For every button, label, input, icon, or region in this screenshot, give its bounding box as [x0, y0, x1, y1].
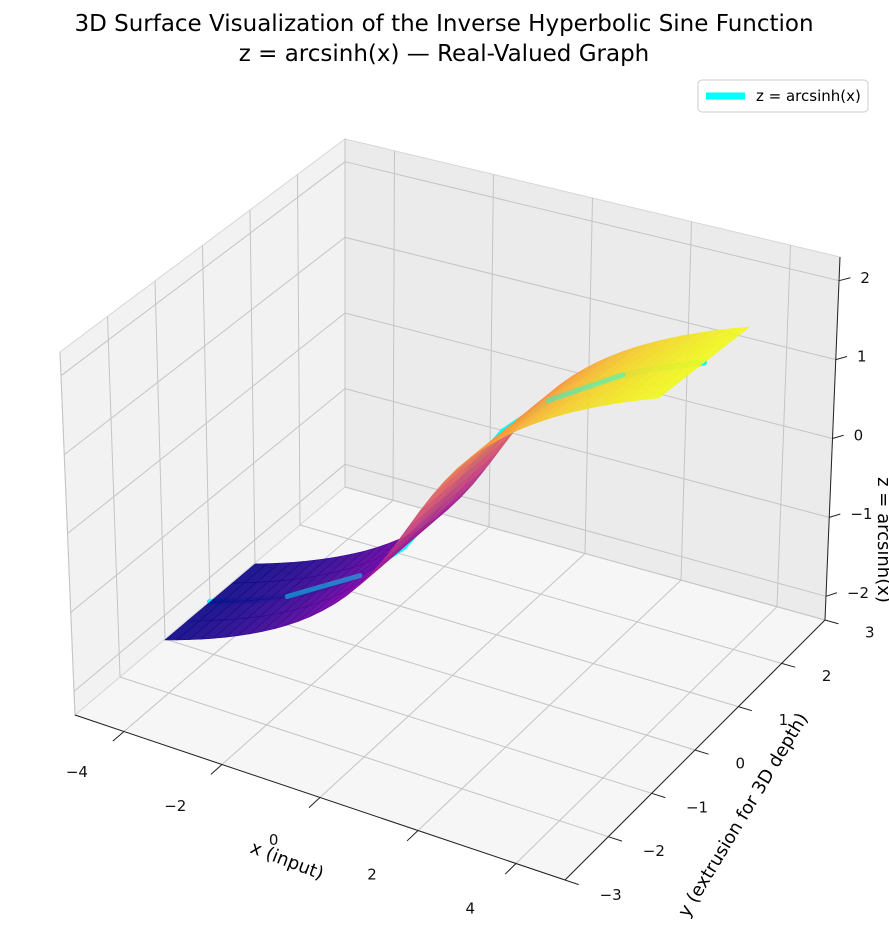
grid-line-left-z	[73, 463, 346, 692]
z-tick	[825, 592, 838, 597]
y-tick-label: 1	[779, 711, 789, 729]
surface-mesh	[164, 326, 751, 641]
y-tick-label: −3	[600, 886, 622, 904]
legend: z = arcsinh(x)	[697, 79, 869, 113]
grid-line-left-z	[60, 161, 346, 377]
y-tick	[781, 662, 796, 668]
curve-line-front-right	[545, 372, 626, 404]
grid-line-back-z	[344, 463, 827, 597]
x-tick	[210, 764, 223, 775]
axis-lines-and-ticks: −4 −2 0 2 4 −3 −2 −1 0 1 2 3 −2 −1 0 1 2	[66, 256, 875, 917]
x-tick-label: −2	[164, 797, 186, 815]
z-axis-label: z = arcsinh(x)	[873, 477, 889, 603]
z-tick	[838, 277, 851, 282]
grid-lines	[59, 139, 840, 881]
grid-line-left-z	[70, 388, 346, 613]
legend-frame	[697, 79, 869, 113]
grid-line-back-z	[344, 236, 836, 361]
x-tick	[504, 863, 517, 875]
y-tick-label: −1	[686, 798, 708, 816]
x-tick-label: 2	[367, 865, 377, 883]
x-tick	[308, 797, 321, 809]
curve-line-front-left	[284, 573, 363, 599]
x-tick	[406, 830, 419, 842]
chart-title: 3D Surface Visualization of the Inverse …	[74, 11, 813, 37]
y-tick	[824, 619, 839, 625]
x-tick-label: 0	[269, 831, 279, 849]
grid-line-back-z	[344, 161, 840, 282]
grid-line-back-z	[344, 388, 830, 518]
y-tick	[608, 836, 623, 842]
z-tick	[829, 513, 841, 518]
x-tick-label: 4	[466, 899, 476, 917]
z-tick-label: 1	[857, 348, 867, 366]
y-tick	[738, 706, 753, 712]
grid-line-floor-y	[119, 676, 609, 838]
x-tick	[112, 731, 125, 742]
x-tick-label: −4	[66, 763, 88, 781]
y-tick	[694, 749, 709, 755]
y-tick-label: −2	[643, 842, 665, 860]
surface-patch	[644, 379, 683, 400]
y-tick	[564, 879, 579, 886]
grid-line-floor-y	[209, 600, 696, 751]
y-tick-label: 0	[735, 755, 745, 773]
z-tick-label: −1	[850, 505, 872, 523]
y-tick-label: 2	[822, 667, 832, 685]
z-tick-label: −2	[847, 584, 869, 602]
curve-front-layer	[284, 372, 626, 599]
z-tick	[835, 356, 848, 361]
z-tick	[832, 434, 844, 439]
y-tick	[651, 792, 666, 799]
grid-line-floor-y	[164, 638, 652, 794]
y-tick-label: 3	[865, 623, 875, 641]
z-tick-label: 2	[860, 269, 870, 287]
legend-curve-label: z = arcsinh(x)	[756, 87, 861, 105]
z-tick-label: 0	[854, 426, 864, 444]
grid-line-left-z	[67, 312, 346, 534]
grid-line-left-z	[63, 236, 346, 455]
chart-subtitle: z = arcsinh(x) — Real-Valued Graph	[239, 41, 650, 67]
